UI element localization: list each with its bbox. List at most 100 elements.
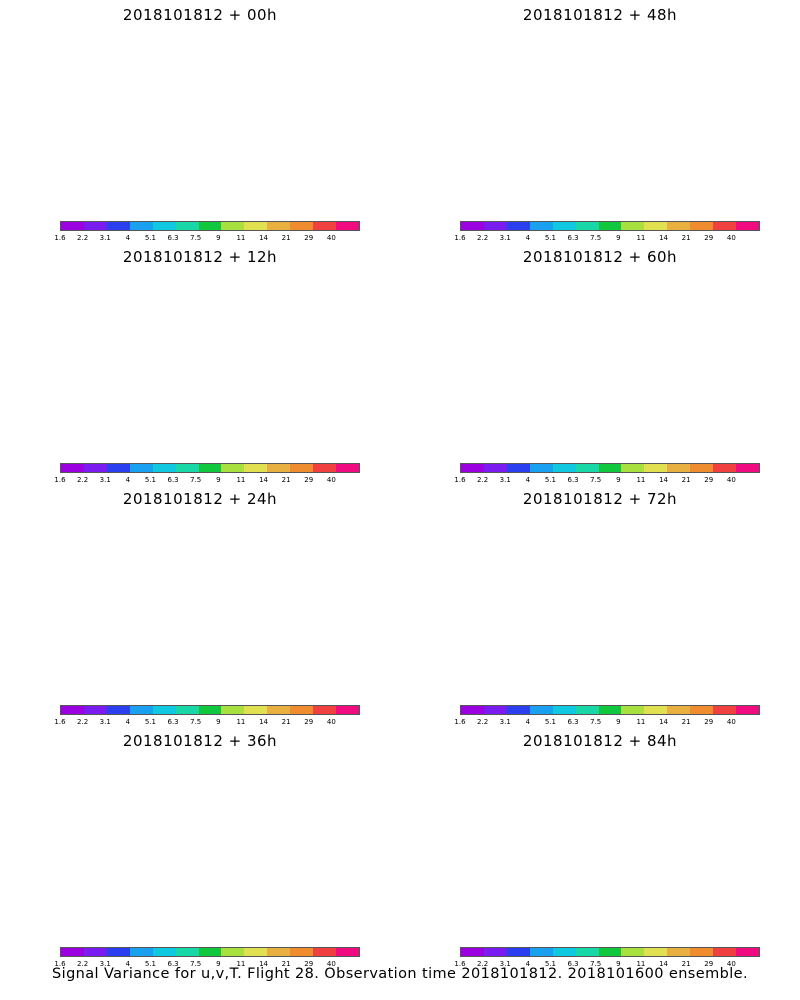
colorbar-swatch [83,948,107,956]
variance-blob [624,64,694,131]
colorbar-swatch [713,706,737,714]
colorbar-tick-label: 21 [281,718,291,726]
low-variance-gap [54,313,80,324]
variance-blob [154,549,213,613]
colorbar-tick-label: 11 [236,718,246,726]
low-variance-gap [95,551,124,572]
variance-blob [634,513,673,548]
panel-title: 2018101812 + 84h [522,732,678,750]
variance-blob [326,103,365,136]
low-variance-gap [32,43,61,64]
colorbar-swatch [61,222,84,230]
variance-blob [143,614,239,680]
variance-blob [490,281,581,339]
variance-blob [70,390,113,434]
variance-blob [116,138,140,154]
variance-blob [328,311,380,359]
variance-blob [246,797,278,827]
colorbar-tick-label: 40 [726,476,736,484]
variance-blob [153,648,177,673]
colorbar-tick-label: 21 [681,234,691,242]
variance-blob [561,815,592,848]
variance-blob [472,512,543,557]
variance-blob [166,28,242,91]
variance-blob [77,533,144,590]
coastline-islands [620,290,657,314]
colorbar-swatch [667,222,691,230]
colorbar-tick-label: 21 [281,476,291,484]
colorbar-swatch [621,464,645,472]
variance-blob [293,176,318,194]
colorbar-swatch [61,464,84,472]
variance-blob [290,276,364,351]
low-variance-gap [46,82,73,105]
colorbar-swatch [529,464,553,472]
variance-blob [473,512,533,570]
variance-blob [312,586,380,660]
colorbar-tick-label: 1.6 [454,960,466,968]
variance-blob [502,808,558,861]
variance-map [20,28,380,196]
variance-blob [309,28,380,70]
variance-blob [264,384,346,438]
variance-blob [575,66,660,155]
coastline-islands [220,290,257,314]
variance-blob [516,778,598,831]
variance-blob [486,552,535,596]
variance-blob [166,630,197,654]
variance-blob [210,759,269,798]
variance-blob [302,400,376,438]
colorbar-tick-label: 9 [216,234,221,242]
colorbar-swatch [461,706,484,714]
variance-blob [143,270,202,316]
coastline-islands [220,532,257,556]
variance-blob [124,867,149,891]
colorbar-swatch [106,464,130,472]
variance-blob [275,272,345,316]
variance-blob [495,797,576,878]
colorbar-swatch [313,948,337,956]
colorbar-swatch [736,948,759,956]
colorbar-tick-label: 14 [659,476,668,484]
colorbar-tick-label: 4 [125,476,131,484]
variance-blob [481,393,518,422]
variance-blob [183,119,217,157]
variance-blob [649,549,715,617]
coastline [450,310,770,405]
colorbar-swatch [336,948,359,956]
colorbar-swatch [336,706,359,714]
colorbar-tick-label: 2.2 [477,476,489,484]
variance-blob [221,871,283,915]
variance-blob [45,629,67,643]
variance-blob [185,794,213,815]
colorbar-tick-label: 9 [616,234,621,242]
variance-blob [187,609,228,651]
variance-blob [542,311,627,372]
variance-blob [539,585,628,675]
colorbar-tick-label: 14 [659,718,668,726]
variance-blob [118,542,141,567]
variance-blob [465,592,537,650]
colorbar-tick-label: 40 [726,960,736,968]
variance-blob [128,329,175,362]
colorbar-tick-label: 21 [281,960,291,968]
colorbar-swatch [713,222,737,230]
variance-blob [100,607,173,677]
variance-blob [705,813,729,829]
colorbar-tick-label: 1.6 [54,960,66,968]
variance-blob [672,529,706,550]
variance-blob [447,768,532,854]
variance-blob [324,382,380,438]
variance-blob [121,512,212,565]
variance-blob [601,28,671,59]
variance-ridge [160,794,240,904]
variance-blob [291,130,364,196]
low-variance-gap [38,524,55,546]
variance-blob [20,45,80,85]
colorbar-swatch [336,222,359,230]
colorbar-tick-label: 1.6 [54,718,66,726]
colorbar-tick-label: 5.1 [144,476,157,484]
colorbar-tick-label: 4 [525,476,531,484]
variance-blob [420,106,481,157]
colorbar-tick-label: 7.5 [590,718,602,726]
